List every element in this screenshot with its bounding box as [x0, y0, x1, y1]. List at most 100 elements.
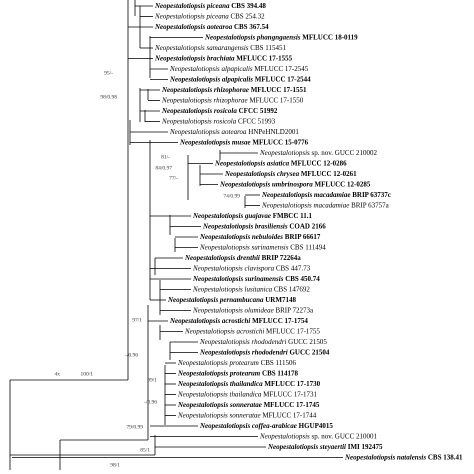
species-name: Neopestalotiopsis macadamiae: [261, 191, 350, 199]
taxon-label: Neopestalotiopsis guajavae FMBCC 11.1: [192, 212, 312, 220]
taxon-label: Neopestalotiopsis thailandica MFLUCC 17-…: [177, 380, 321, 388]
taxon-label: Neopestalotiopsis natalensis CBS 138.41: [344, 453, 463, 461]
taxon-label: Neopestalotiopsis samarangensis CBS 1154…: [154, 44, 287, 52]
species-name: Neopestalotiopsis sonneratae: [177, 401, 262, 409]
strain: CBS 115451: [250, 44, 286, 52]
strain: HGUP4015: [299, 422, 334, 430]
taxon-label: Neopestalotiopsis macadamiae BRIP 63737c: [261, 191, 391, 199]
taxon-label: Neopestalotiopsis piceana CBS 254.32: [154, 12, 265, 20]
taxon-label: Neopestalotiopsis sonneratae MFLUCC 17-1…: [177, 411, 317, 419]
taxon-label: Neopestalotiopsis protearum CBS 111506: [177, 359, 297, 367]
species-name: Neopestalotiopsis: [259, 149, 310, 157]
strain: MFLUCC 17-1755: [266, 327, 320, 335]
taxon-label: Neopestalotiopsis umbrinospora MFLUCC 12…: [219, 180, 371, 188]
strain: MFLUCC 17-1551: [251, 86, 307, 94]
strain: CBS 147692: [274, 285, 310, 293]
strain: MFLUCC 17-1730: [264, 380, 320, 388]
taxon-label: Neopestalotiopsis alpapicalis MFLUCC 17-…: [169, 75, 311, 83]
species-name: Neopestalotiopsis acrostichi: [169, 317, 250, 325]
species-name: Neopestalotiopsis nebuloides: [199, 233, 283, 241]
species-name: Neopestalotiopsis surinamensis: [192, 275, 284, 283]
species-name: Neopestalotiopsis pernambucana: [167, 296, 264, 304]
strain: sp. nov. GUCC 210001: [312, 432, 378, 440]
species-name: Neopestalotiopsis alpapicalis: [169, 75, 253, 83]
support-value: 98/1: [110, 462, 120, 468]
strain: BRIP 63737c: [352, 191, 391, 199]
strain: GUCC 21505: [288, 338, 327, 346]
strain: MFLUCC 17-2545: [254, 65, 308, 73]
species-name: Neopestalotiopsis drenthii: [184, 254, 260, 262]
support-value: 98/0.98: [100, 94, 117, 100]
strain: CBS 111506: [261, 359, 297, 367]
species-name: Neopestalotiopsis rosicola: [161, 117, 237, 125]
taxon-label: Neopestalotiopsis steyaertii IMI 192475: [267, 443, 383, 451]
taxon-label: Neopestalotiopsis pernambucana URM7148: [167, 296, 296, 304]
species-name: Neopestalotiopsis steyaertii: [267, 443, 346, 451]
taxon-label: Neopestalotiopsis rhododendri GUCC 21505: [199, 338, 327, 346]
species-name: Neopestalotiopsis protearum: [177, 359, 259, 367]
strain: CBS 114178: [262, 369, 298, 377]
species-name: Neopestalotiopsis aotearoa: [154, 23, 233, 31]
strain: MFLUCC 17-1550: [249, 96, 303, 104]
taxon-label: Neopestalotiopsis rhododendri GUCC 21504: [199, 348, 330, 356]
species-name: Neopestalotiopsis phangngaensis: [204, 33, 301, 41]
species-name: Neopestalotiopsis sonneratae: [177, 411, 261, 419]
species-name: Neopestalotiopsis macadamiae: [261, 201, 349, 209]
species-name: Neopestalotiopsis coffea-arabicae: [199, 422, 297, 430]
strain: MFLUCC 17-1754: [252, 317, 308, 325]
taxon-label: Neopestalotiopsis acrostichi MFLUCC 17-1…: [184, 327, 320, 335]
species-name: Neopestalotiopsis guajavae: [192, 212, 271, 220]
support-value: -/0.96: [125, 352, 138, 358]
species-name: Neopestalotiopsis samarangensis: [154, 44, 249, 52]
strain: MFLUCC 12-0261: [301, 170, 357, 178]
taxon-label: Neopestalotiopsis macadamiae BRIP 63757a: [261, 201, 390, 209]
strain: MFLUCC 17-2544: [255, 75, 311, 83]
taxon-label: Neopestalotiopsis coffea-arabicae HGUP40…: [199, 422, 333, 430]
support-value: 74/0.99: [223, 193, 240, 199]
strain: MFLUCC 17-1745: [264, 401, 320, 409]
species-name: Neopestalotiopsis rhizophorae: [161, 86, 249, 94]
species-name: Neopestalotiopsis brachiata: [154, 54, 235, 62]
species-name: Neopestalotiopsis asiatica: [214, 159, 290, 167]
taxon-label: Neopestalotiopsis brasiliensis COAD 2166: [202, 222, 326, 230]
taxon-label: Neopestalotiopsis rosicola CFCC 51992: [161, 107, 278, 115]
support-value: 77/-: [169, 175, 178, 181]
strain: CBS 138.41: [428, 453, 463, 461]
taxon-label: Neopestalotiopsis protearum CBS 114178: [177, 369, 298, 377]
support-value: 100/1: [80, 371, 93, 377]
support-value: 81/-: [161, 154, 170, 160]
taxon-label: Neopestalotiopsis nebuloides BRIP 66617: [199, 233, 321, 241]
strain: MFLUCC 12-0286: [291, 159, 347, 167]
strain: CBS 111494: [290, 243, 326, 251]
taxon-label: Neopestalotiopsis sp. nov. GUCC 210001: [259, 432, 377, 440]
species-name: Neopestalotiopsis natalensis: [344, 453, 426, 461]
taxon-label: Neopestalotiopsis lusitanica CBS 147692: [192, 285, 310, 293]
strain: MFLUCC 17-1555: [236, 54, 292, 62]
strain: MFLUCC 17-1731: [263, 390, 317, 398]
taxon-label: Neopestalotiopsis acrostichi MFLUCC 17-1…: [169, 317, 308, 325]
support-value: 4x: [55, 371, 61, 377]
strain: CBS 450.74: [285, 275, 320, 283]
taxon-label: Neopestalotiopsis phangngaensis MFLUCC 1…: [204, 33, 358, 41]
taxon-label: Neopestalotiopsis brachiata MFLUCC 17-15…: [154, 54, 293, 62]
support-value: 79/0.99: [126, 424, 143, 430]
species-name: Neopestalotiopsis rhododendri: [199, 348, 288, 356]
strain: URM7148: [265, 296, 296, 304]
taxon-label: Neopestalotiopsis asiatica MFLUCC 12-028…: [214, 159, 347, 167]
strain: COAD 2166: [289, 222, 326, 230]
strain: MFLUCC 17-1744: [262, 411, 316, 419]
taxon-label: Neopestalotiopsis clavispora CBS 447.73: [192, 264, 311, 272]
taxon-label: Neopestalotiopsis rhizophorae MFLUCC 17-…: [161, 86, 307, 94]
species-name: Neopestalotiopsis alpapicalis: [169, 65, 253, 73]
species-name: Neopestalotiopsis: [259, 432, 310, 440]
species-name: Neopestalotiopsis rosicola: [161, 107, 237, 115]
strain: BRIP 72264a: [262, 254, 302, 262]
strain: CBS 254.32: [230, 12, 265, 20]
strain: sp. nov. GUCC 210002: [312, 149, 378, 157]
species-name: Neopestalotiopsis thailandica: [177, 390, 262, 398]
taxon-label: Neopestalotiopsis thailandica MFLUCC 17-…: [177, 390, 318, 398]
taxon-label: Neopestalotiopsis drenthii BRIP 72264a: [184, 254, 301, 262]
taxon-label: Neopestalotiopsis sp. nov. GUCC 210002: [259, 149, 377, 157]
species-name: Neopestalotiopsis rhizophorae: [161, 96, 248, 104]
